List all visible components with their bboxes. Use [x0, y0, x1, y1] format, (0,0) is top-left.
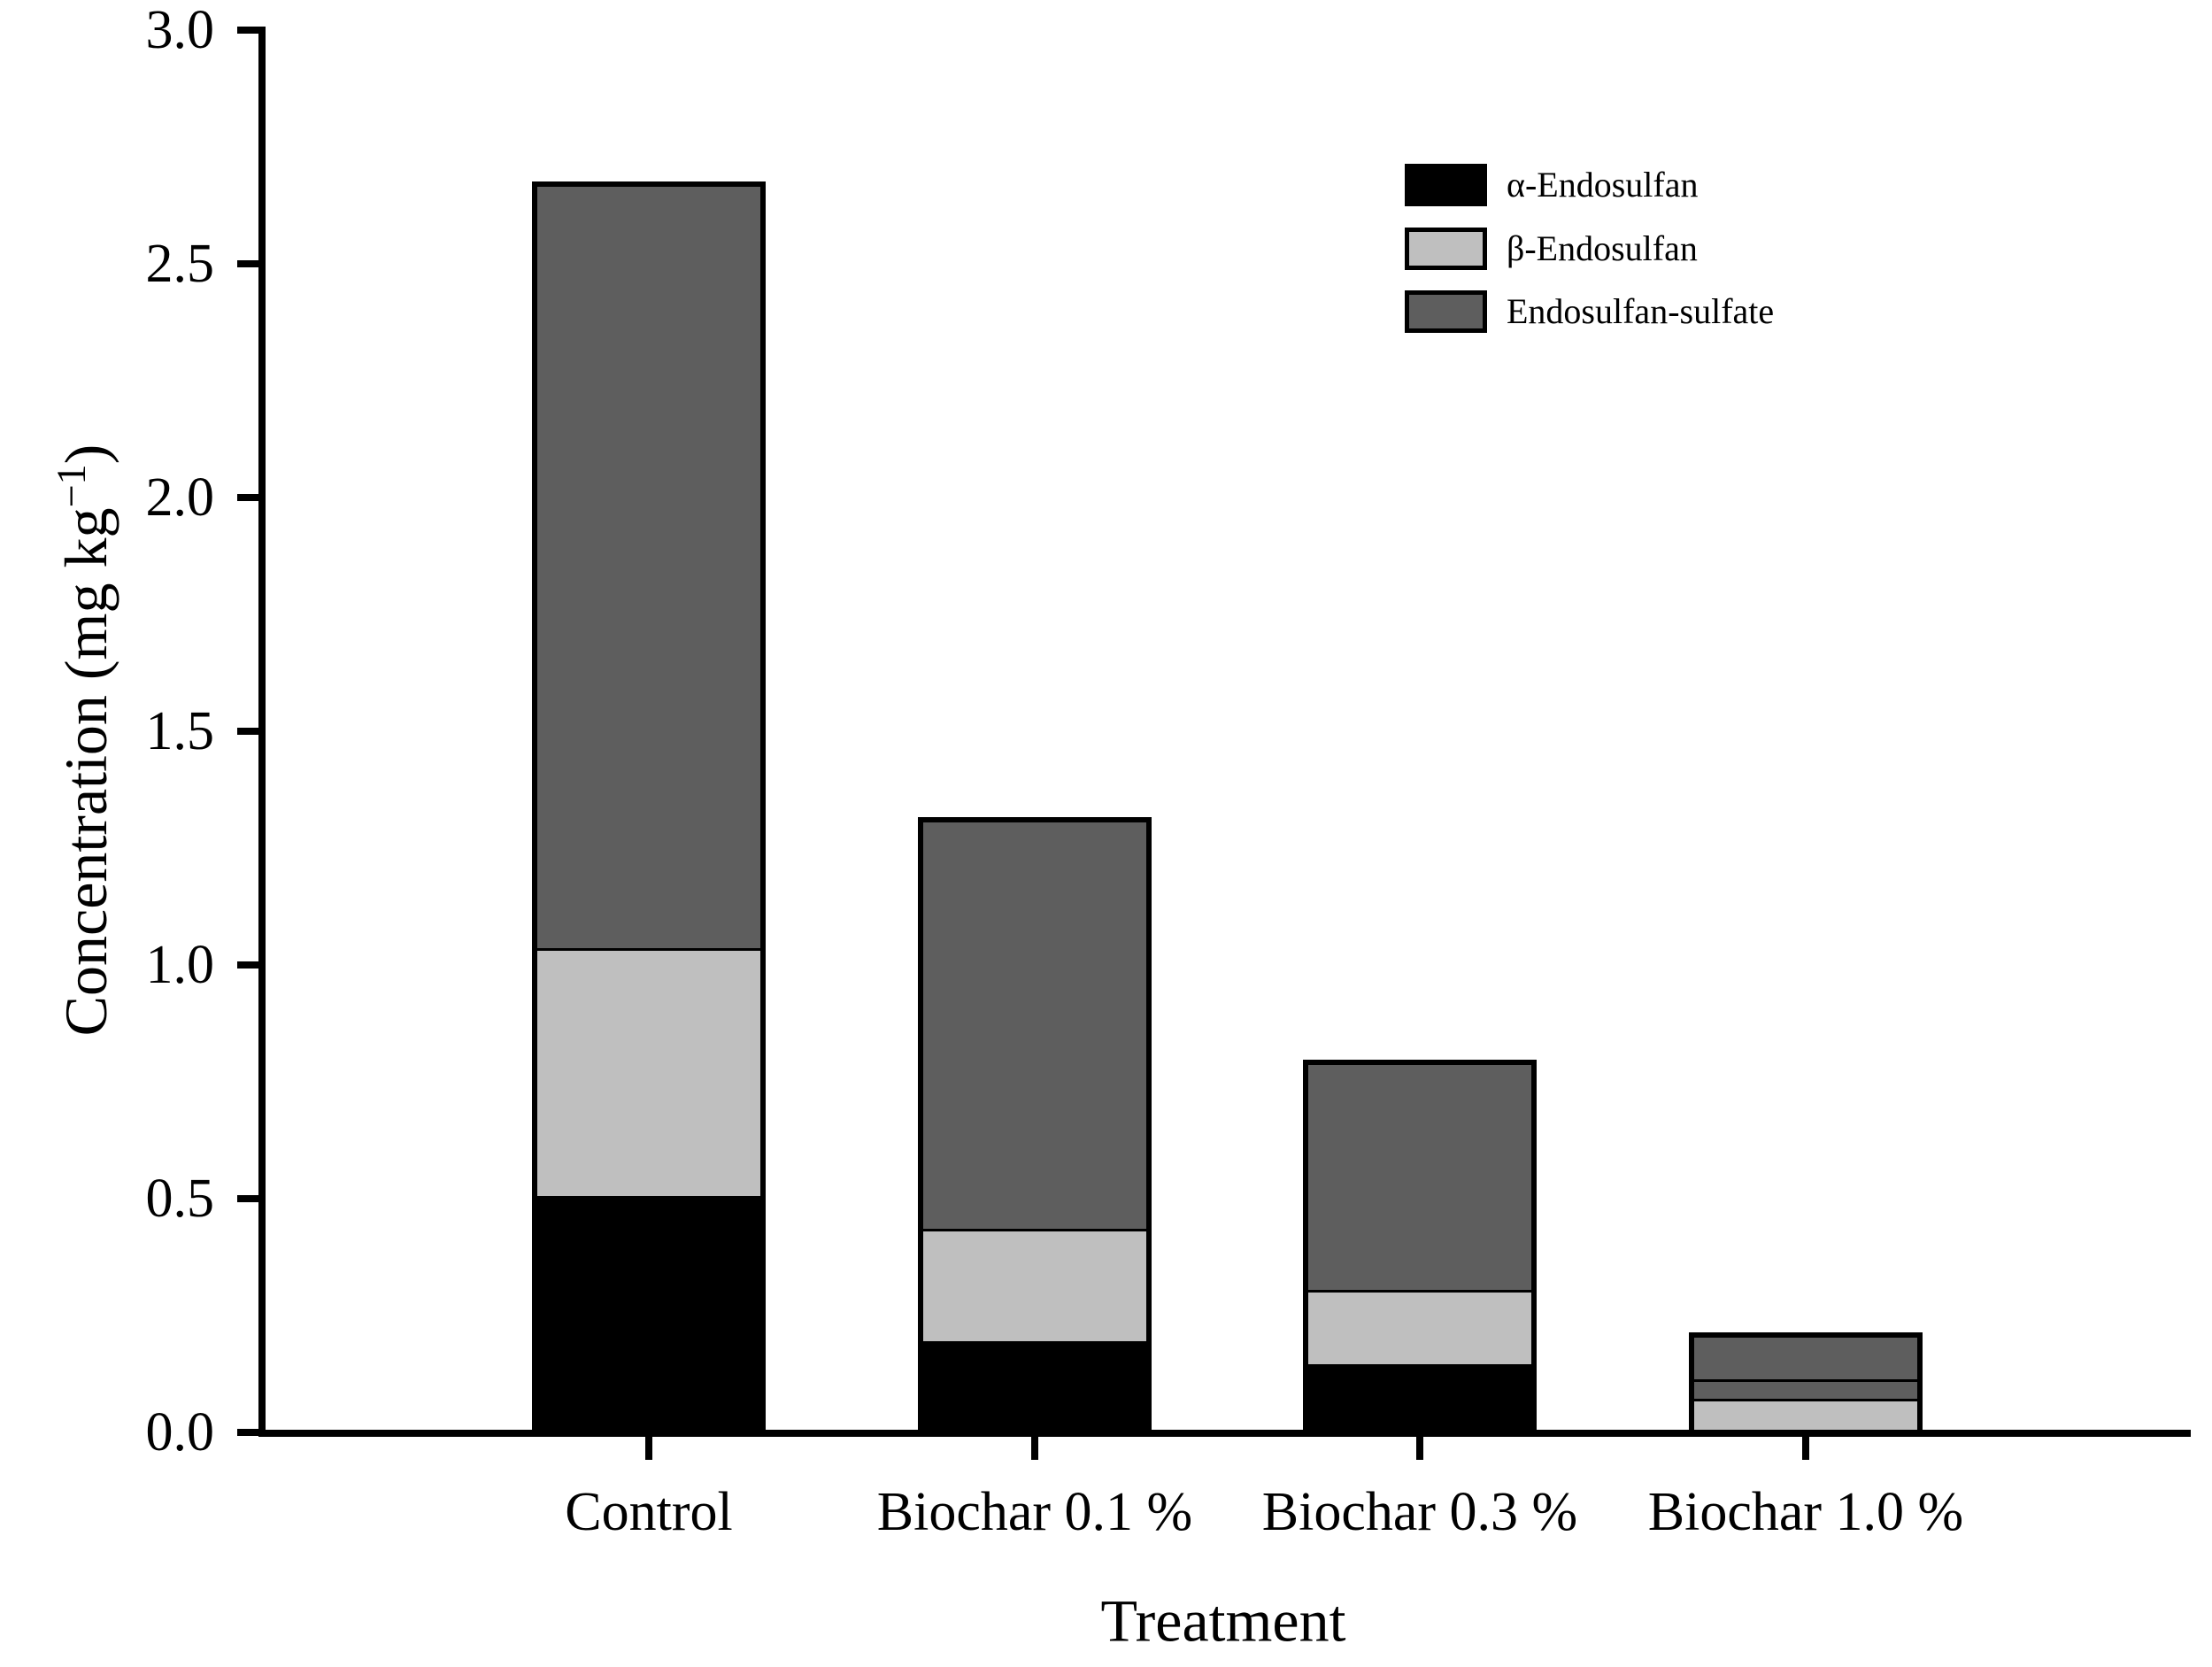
- bar-segment-endosulfan-sulfate: [537, 186, 760, 949]
- y-tick-2.0: [237, 494, 258, 501]
- y-axis-title-superscript: −1: [50, 464, 96, 508]
- y-tick-label-3.0: 3.0: [145, 0, 215, 60]
- y-tick-0.5: [237, 1195, 258, 1202]
- segment-divider: [537, 945, 760, 952]
- y-tick-1.5: [237, 728, 258, 735]
- bar-biochar-0-3: [1303, 1060, 1537, 1430]
- y-tick-label-0.5: 0.5: [145, 1169, 215, 1229]
- y-tick-label-1.5: 1.5: [145, 701, 215, 761]
- x-axis-title: Treatment: [1100, 1586, 1346, 1655]
- y-axis-spine: [258, 27, 266, 1437]
- x-axis-spine: [258, 1430, 2191, 1437]
- y-tick-label-2.0: 2.0: [145, 467, 215, 528]
- y-axis-title: Concentration (mg kg−1): [49, 444, 121, 1037]
- x-tick-label-biochar-0-3: Biochar 0.3 %: [1261, 1482, 1578, 1542]
- y-tick-label-1.0: 1.0: [145, 935, 215, 995]
- legend-label-endosulfan: β-Endosulfan: [1507, 228, 1698, 268]
- bar-segment-endosulfan-sulfate: [1694, 1378, 1917, 1400]
- x-tick-label-biochar-1-0: Biochar 1.0 %: [1647, 1482, 1964, 1542]
- legend-label-endosulfan: α-Endosulfan: [1507, 165, 1699, 205]
- bar-segment-endosulfan: [537, 948, 760, 1196]
- segment-divider: [923, 1225, 1146, 1231]
- bar-biochar-1-0: [1689, 1331, 1923, 1430]
- bar-segment-endosulfan: [537, 1195, 760, 1430]
- bar-segment-endosulfan-sulfate: [1694, 1337, 1917, 1379]
- legend-swatch-endosulfan: [1405, 164, 1487, 206]
- segment-divider: [923, 1338, 1146, 1344]
- x-tick-label-control: Control: [565, 1482, 733, 1542]
- bar-biochar-0-1: [918, 816, 1152, 1430]
- segment-divider: [1308, 1362, 1531, 1368]
- y-tick-0.0: [237, 1429, 258, 1436]
- bar-control: [532, 181, 766, 1430]
- bar-segment-endosulfan: [923, 1228, 1146, 1341]
- y-tick-3.0: [237, 27, 258, 34]
- legend-swatch-endosulfan: [1405, 228, 1487, 270]
- segment-divider: [1694, 1396, 1917, 1402]
- legend-label-endosulfan-sulfate: Endosulfan-sulfate: [1507, 291, 1775, 331]
- x-tick-biochar-1-0: [1802, 1437, 1809, 1460]
- y-axis-title-text: Concentration (mg kg: [51, 507, 119, 1037]
- bar-segment-endosulfan: [1694, 1399, 1917, 1430]
- bar-segment-endosulfan: [1308, 1364, 1531, 1430]
- legend-swatch-endosulfan-sulfate: [1405, 290, 1487, 333]
- bar-segment-endosulfan-sulfate: [1308, 1065, 1531, 1290]
- x-tick-biochar-0-3: [1416, 1437, 1423, 1460]
- bar-segment-endosulfan: [1308, 1289, 1531, 1365]
- y-tick-2.5: [237, 260, 258, 267]
- y-tick-label-2.5: 2.5: [145, 234, 215, 294]
- segment-divider: [537, 1192, 760, 1199]
- x-tick-biochar-0-1: [1031, 1437, 1038, 1460]
- segment-divider: [1308, 1286, 1531, 1293]
- segment-divider: [1694, 1376, 1917, 1382]
- x-tick-label-biochar-0-1: Biochar 0.1 %: [876, 1482, 1193, 1542]
- bar-segment-endosulfan-sulfate: [923, 822, 1146, 1229]
- y-tick-label-0.0: 0.0: [145, 1402, 215, 1462]
- y-axis-title-suffix: ): [51, 444, 119, 465]
- bar-segment-endosulfan: [923, 1340, 1146, 1430]
- y-tick-1.0: [237, 961, 258, 969]
- x-tick-control: [645, 1437, 652, 1460]
